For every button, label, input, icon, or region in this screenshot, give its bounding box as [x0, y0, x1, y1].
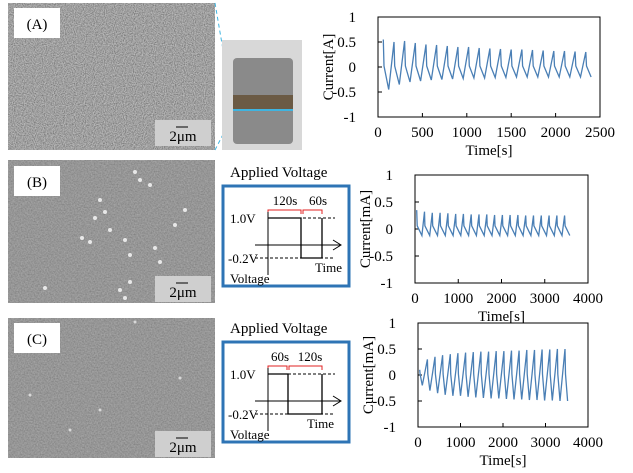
- scale-box: [155, 431, 211, 457]
- x-label: Time: [307, 416, 334, 431]
- y-tick-label: -0.5: [369, 249, 393, 265]
- x-tick-label: 1500: [496, 125, 526, 141]
- t1-label: 60s: [271, 349, 289, 364]
- x-tick-label: 4000: [573, 435, 603, 451]
- y-tick-label: 0: [349, 60, 357, 76]
- particles: [28, 320, 182, 432]
- diagram-title: Applied Voltage: [230, 165, 328, 181]
- y-tick-label: 1: [349, 10, 357, 26]
- scale-label: 2μm: [169, 129, 197, 145]
- x-tick-label: 2500: [585, 125, 615, 141]
- y-tick-label: 0.5: [374, 195, 393, 211]
- label-box: [14, 8, 60, 38]
- diagram-title: Applied Voltage: [230, 321, 328, 337]
- data-line: [419, 348, 569, 402]
- data-line: [416, 210, 571, 238]
- x-tick-label: 0: [374, 125, 382, 141]
- y-tick-label: 1: [386, 168, 394, 184]
- y-tick-label: -0.5: [332, 85, 356, 101]
- y-tick-label: 0: [389, 368, 397, 384]
- x-tick-label: 500: [411, 125, 434, 141]
- v-high: 1.0V: [230, 211, 256, 226]
- y-tick-label: 0.5: [337, 35, 356, 51]
- x-tick-label: 1000: [446, 435, 476, 451]
- device-band: [233, 95, 293, 109]
- y-tick-label: -0.5: [372, 394, 396, 410]
- scale-label: 2μm: [169, 440, 197, 456]
- plot-frame: [377, 16, 601, 118]
- y-label: Voltage: [230, 271, 270, 286]
- y-axis-label: Current[mA]: [361, 336, 377, 414]
- y-axis-label: Current[mA]: [358, 190, 374, 268]
- data-line: [382, 39, 592, 90]
- x-tick-label: 2000: [487, 291, 517, 307]
- t2-label: 60s: [309, 193, 327, 208]
- panel-label: (C): [27, 332, 47, 348]
- v-low: -0.2V: [228, 251, 259, 266]
- scale-box: [155, 120, 211, 146]
- panel-label: (A): [27, 17, 48, 33]
- y-tick-label: 1: [389, 316, 397, 332]
- y-tick-label: 0.5: [377, 342, 396, 358]
- t1-label: 120s: [273, 193, 298, 208]
- x-tick-label: 4000: [573, 291, 603, 307]
- x-tick-label: 1000: [452, 125, 482, 141]
- y-axis-label: Current[A]: [321, 34, 337, 101]
- y-tick-label: 0: [386, 222, 394, 238]
- x-tick-label: 0: [414, 435, 422, 451]
- x-tick-label: 3000: [530, 291, 560, 307]
- diagram-box: [221, 340, 351, 444]
- panel-label: (B): [27, 175, 47, 191]
- x-tick-label: 2000: [541, 125, 571, 141]
- v-low: -0.2V: [228, 407, 259, 422]
- x-label: Time: [315, 260, 342, 275]
- t2-label: 120s: [298, 349, 323, 364]
- y-tick-label: -1: [384, 420, 397, 436]
- x-tick-label: 1000: [443, 291, 473, 307]
- x-tick-label: 0: [411, 291, 419, 307]
- particles: [43, 170, 187, 300]
- x-axis-label: Time[s]: [480, 453, 527, 468]
- zoom-line: [214, 2, 234, 109]
- x-tick-label: 2000: [488, 435, 518, 451]
- scale-box: [155, 276, 211, 302]
- y-tick-label: -1: [381, 276, 394, 292]
- scale-label: 2μm: [169, 285, 197, 301]
- y-tick-label: -1: [344, 110, 357, 126]
- axis-arrow: [255, 395, 342, 407]
- label-box: [14, 166, 60, 196]
- x-tick-label: 3000: [531, 435, 561, 451]
- x-axis-label: Time[s]: [478, 309, 525, 325]
- v-high: 1.0V: [230, 367, 256, 382]
- y-label: Voltage: [230, 427, 270, 442]
- label-box: [14, 323, 60, 353]
- x-axis-label: Time[s]: [466, 143, 513, 159]
- plot-frame: [414, 174, 589, 284]
- axis-arrow: [255, 239, 342, 251]
- diagram-box: [221, 184, 351, 288]
